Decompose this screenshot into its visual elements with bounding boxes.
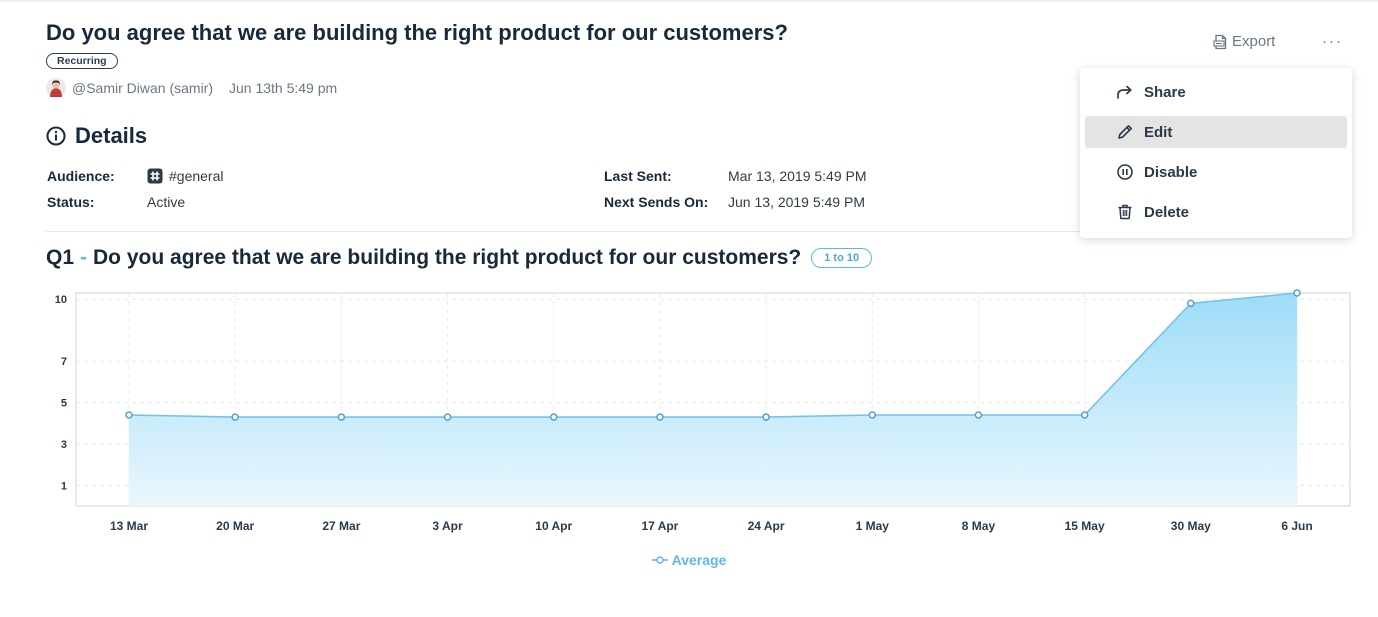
last-sent-value: Mar 13, 2019 5:49 PM bbox=[728, 168, 867, 184]
x-tick-label: 27 Mar bbox=[322, 519, 360, 533]
details-heading: Details bbox=[46, 123, 147, 149]
x-tick-label: 8 May bbox=[962, 519, 996, 533]
menu-item-label: Edit bbox=[1144, 123, 1173, 141]
data-point bbox=[1293, 289, 1301, 297]
next-sends-label: Next Sends On: bbox=[604, 194, 709, 210]
more-options-button[interactable]: ··· bbox=[1321, 31, 1343, 51]
sent-date: Jun 13th 5:49 pm bbox=[229, 80, 338, 96]
pause-icon bbox=[1117, 164, 1133, 180]
next-sends-value: Jun 13, 2019 5:49 PM bbox=[728, 194, 865, 210]
question-number: Q1 bbox=[46, 246, 75, 269]
x-tick-label: 13 Mar bbox=[110, 519, 148, 533]
series-line-average bbox=[128, 292, 1298, 418]
x-tick-label: 30 May bbox=[1171, 519, 1211, 533]
data-point bbox=[762, 413, 770, 421]
last-sent-label: Last Sent: bbox=[604, 168, 672, 184]
data-point bbox=[1080, 411, 1089, 419]
info-icon bbox=[46, 126, 66, 146]
menu-item-label: Delete bbox=[1144, 203, 1190, 221]
section-divider bbox=[46, 231, 1352, 232]
series-area-average bbox=[129, 293, 1297, 506]
share-icon bbox=[1117, 85, 1132, 99]
menu-item-label: Disable bbox=[1144, 163, 1198, 181]
data-point bbox=[125, 411, 133, 419]
export-label: Export bbox=[1232, 33, 1276, 50]
author-meta: @Samir Diwan (samir) Jun 13th 5:49 pm bbox=[46, 78, 337, 98]
channel-icon bbox=[147, 168, 163, 184]
options-dropdown-menu: Share Edit Disable Delete bbox=[1080, 68, 1352, 238]
question-separator: - bbox=[80, 246, 88, 269]
menu-item-disable[interactable]: Disable bbox=[1085, 156, 1347, 188]
data-point bbox=[974, 411, 983, 419]
scale-range-badge: 1 to 10 bbox=[811, 248, 873, 268]
y-tick-label: 10 bbox=[55, 294, 67, 306]
audience-label: Audience: bbox=[47, 168, 115, 184]
y-tick-label: 7 bbox=[61, 356, 67, 368]
x-tick-label: 6 Jun bbox=[1281, 519, 1312, 533]
recurring-badge: Recurring bbox=[46, 53, 118, 69]
chart-legend[interactable]: Average bbox=[0, 552, 1378, 568]
legend-series-name: Average bbox=[671, 552, 727, 568]
y-tick-label: 1 bbox=[61, 480, 67, 492]
y-tick-label: 3 bbox=[61, 439, 67, 451]
y-tick-label: 5 bbox=[61, 398, 67, 410]
x-tick-label: 15 May bbox=[1065, 519, 1105, 533]
x-tick-label: 1 May bbox=[856, 519, 890, 533]
status-value: Active bbox=[147, 194, 186, 210]
data-point bbox=[549, 413, 558, 421]
menu-item-share[interactable]: Share bbox=[1085, 76, 1347, 108]
data-point bbox=[231, 413, 239, 421]
average-score-chart: 1 3 5 7 10 13 Mar 20 Mar 27 Mar 3 Apr 10 Apr 17 Ap… bbox=[55, 289, 1351, 533]
trash-icon bbox=[1118, 204, 1132, 220]
export-button[interactable]: Export bbox=[1213, 33, 1275, 50]
details-title: Details bbox=[75, 123, 148, 148]
status-label: Status: bbox=[47, 194, 95, 210]
page-title: Do you agree that we are building the ri… bbox=[46, 20, 788, 45]
top-border bbox=[0, 0, 1378, 2]
question-text: Do you agree that we are building the ri… bbox=[93, 246, 802, 269]
question-heading: Q1 - Do you agree that we are building t… bbox=[46, 246, 873, 270]
data-point bbox=[443, 413, 452, 421]
audience-channel: #general bbox=[169, 168, 224, 184]
x-tick-label: 10 Apr bbox=[535, 519, 572, 533]
data-point bbox=[337, 413, 346, 421]
export-icon bbox=[1213, 34, 1227, 49]
x-tick-label: 24 Apr bbox=[748, 519, 785, 533]
menu-item-edit[interactable]: Edit bbox=[1085, 116, 1347, 148]
audience-value[interactable]: #general bbox=[147, 168, 224, 184]
data-point bbox=[656, 413, 664, 421]
x-tick-label: 17 Apr bbox=[641, 519, 678, 533]
x-tick-label: 3 Apr bbox=[432, 519, 463, 533]
menu-item-delete[interactable]: Delete bbox=[1085, 196, 1347, 228]
x-tick-label: 20 Mar bbox=[216, 519, 254, 533]
legend-line-marker-icon bbox=[651, 556, 668, 564]
data-point bbox=[1187, 299, 1195, 308]
data-point bbox=[868, 411, 877, 419]
author-name[interactable]: @Samir Diwan (samir) bbox=[72, 80, 213, 96]
menu-item-label: Share bbox=[1144, 83, 1186, 101]
pencil-icon bbox=[1118, 125, 1132, 139]
avatar bbox=[46, 78, 66, 98]
